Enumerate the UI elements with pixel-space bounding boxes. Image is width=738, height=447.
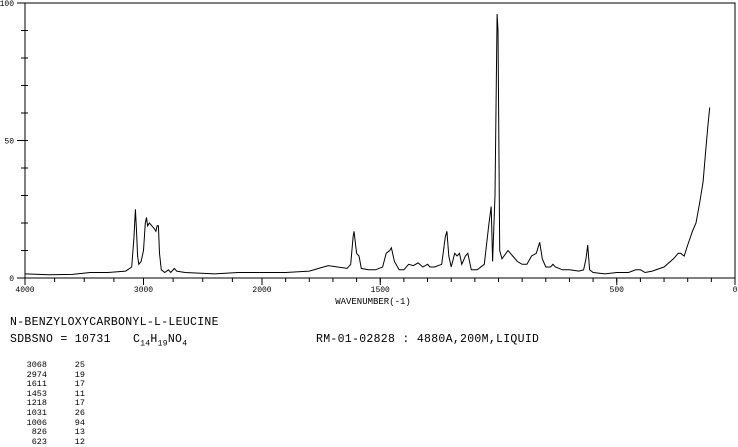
measurement-conditions: RM-01-02828 : 4880A,200M,LIQUID: [316, 333, 540, 346]
peak-row: 1031 26: [10, 407, 85, 419]
peak-table: 3068 25 2974 19 1611 17 1453 11 1218 17 1031 26 1006…: [10, 360, 85, 447]
molecular-formula: C14H19NO4: [133, 333, 187, 348]
peak-row: 826 13: [10, 428, 85, 438]
peak-row: 1611 17: [10, 380, 85, 390]
x-tick-label: 3000: [134, 286, 153, 295]
formula-c: C: [133, 333, 141, 346]
peak-row: 623 12: [10, 436, 85, 447]
axes: [17, 2, 736, 285]
plot-frame: [24, 2, 736, 279]
formula-c-count: 14: [140, 339, 151, 349]
compound-name: N-BENZYLOXYCARBONYL-L-LEUCINE: [10, 316, 219, 329]
peak-wavenumber: 826: [31, 427, 47, 438]
peak-wavenumber: 1611: [26, 379, 47, 390]
peak-wavenumber: 1031: [26, 407, 47, 418]
x-tick-label: 2000: [252, 286, 271, 295]
peak-row: 1218 17: [10, 399, 85, 409]
peak-wavenumber: 1453: [26, 388, 47, 399]
peak-intensity: 19: [74, 369, 85, 380]
peak-wavenumber: 2974: [26, 369, 47, 380]
spectrum-line: [24, 13, 711, 276]
peak-intensity: 11: [74, 388, 85, 399]
x-tick-label: 1500: [371, 286, 390, 295]
peak-wavenumber: 3068: [26, 360, 47, 370]
x-tick-label: 0: [733, 286, 738, 295]
peak-wavenumber: 1006: [26, 417, 47, 428]
formula-h: H: [150, 333, 158, 346]
formula-h-count: 19: [157, 339, 168, 349]
peak-intensity: 12: [74, 436, 85, 447]
y-tick-label: 100: [0, 0, 14, 9]
peak-intensity: 17: [74, 379, 85, 390]
raman-spectrum-chart: 0 50 100 4000 3000 2000 1500 500 0 WAVENUMBER(-1…: [0, 0, 738, 307]
peak-intensity: 13: [74, 427, 85, 438]
tick-labels: 0 50 100 4000 3000 2000 1500 500 0: [0, 0, 738, 295]
peak-row: 2974 19: [10, 369, 85, 381]
x-tick-label: 500: [610, 286, 625, 295]
peak-intensity: 25: [74, 360, 85, 370]
formula-o-count: 4: [182, 339, 188, 349]
peak-intensity: 17: [74, 398, 85, 409]
x-axis-label: WAVENUMBER(-1): [335, 297, 411, 307]
peak-wavenumber: 623: [31, 436, 47, 447]
peak-row: 1006 94: [10, 417, 85, 429]
x-tick-label: 4000: [15, 286, 34, 295]
peak-row: 1453 11: [10, 388, 85, 400]
peak-intensity: 94: [74, 417, 85, 428]
peak-wavenumber: 1218: [26, 398, 47, 409]
y-tick-label: 0: [9, 275, 14, 284]
peak-intensity: 26: [74, 407, 85, 418]
peak-row: 3068 25: [10, 360, 85, 371]
y-tick-label: 50: [4, 138, 14, 147]
formula-no: NO: [167, 333, 183, 346]
sdbs-number: SDBSNO = 10731: [10, 333, 111, 346]
